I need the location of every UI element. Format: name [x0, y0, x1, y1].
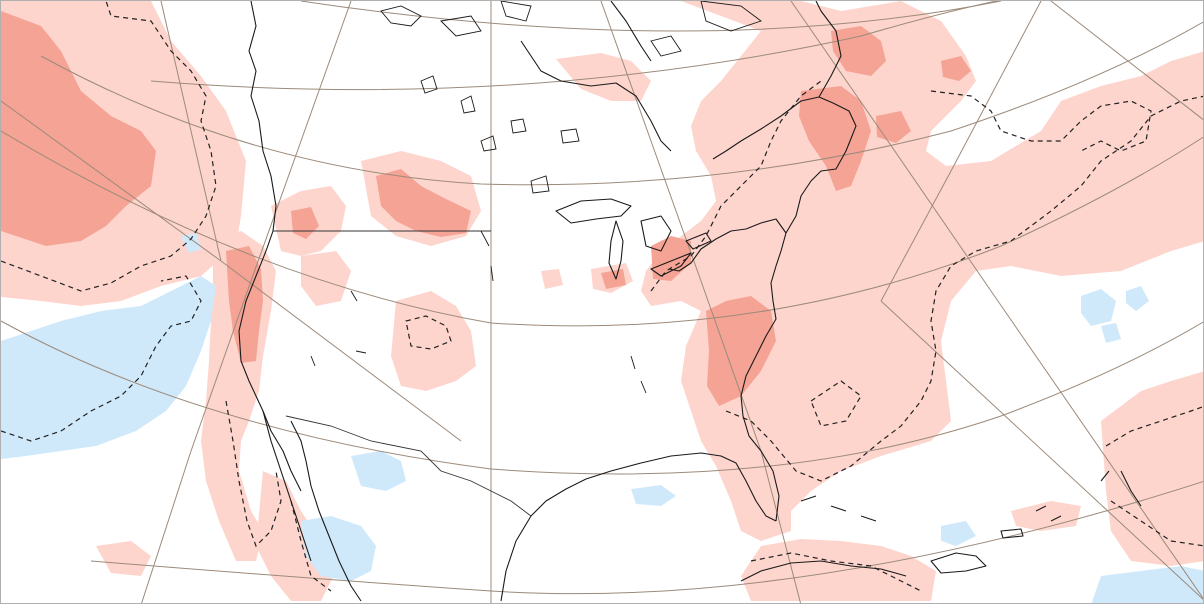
east-atlantic-warm [1101, 371, 1203, 566]
border-us-mexico [285, 415, 532, 517]
contour-atlantic-mid [810, 380, 862, 427]
latitude-line-2 [150, 1, 999, 91]
pacific-south-warm [96, 541, 151, 576]
coast-us-east [740, 232, 787, 417]
coast-us-west [238, 250, 302, 492]
coast-antilles [1035, 470, 1142, 522]
coast-northeast [668, 218, 787, 272]
east-coast-strong [706, 296, 776, 406]
coast-hispaniola [930, 552, 987, 574]
river-1 [480, 230, 490, 247]
atlantic-strong-small [941, 56, 971, 81]
inland-lake-1 [420, 75, 438, 94]
lake-erie [650, 252, 692, 277]
coast-gulf [500, 452, 777, 602]
contour-east-south [725, 95, 1203, 482]
reservoir-3 [310, 355, 316, 367]
coast-maritimes [785, 96, 857, 234]
longitude-line-2 [160, 1, 222, 262]
coast-baja [290, 420, 352, 587]
contour-pacific-south [1, 275, 202, 442]
lake-michigan [608, 220, 624, 280]
coast-hudson [520, 40, 672, 152]
coast-mexico-west [350, 585, 362, 602]
coast-florida [742, 415, 780, 522]
lake-small-strong [601, 269, 626, 289]
latitude-line-1 [300, 1, 1002, 32]
contour-east-atlantic-2 [1110, 500, 1203, 547]
inland-lake-6 [530, 175, 550, 194]
antilles-warm [1011, 501, 1081, 531]
pacific-cool-small [101, 346, 125, 367]
baja-cool [301, 516, 376, 581]
coast-bahamas [800, 495, 877, 522]
arctic-island-2 [440, 15, 482, 37]
arctic-island-3 [500, 1, 532, 22]
contour-east-atlantic [1105, 406, 1203, 447]
pacific-cool-region [1, 276, 216, 459]
atlantic-cool-3 [1101, 323, 1121, 343]
atlantic-cool-2 [1126, 286, 1149, 311]
lake-huron [640, 215, 672, 252]
coast-cuba [740, 560, 907, 582]
contour-atlantic-north [930, 90, 1152, 152]
maritimes-strong-2 [876, 111, 911, 143]
contour-caribbean [750, 552, 922, 592]
contour-plains [405, 315, 452, 350]
inland-lake-3 [510, 118, 527, 134]
lakes-small-warm-1 [541, 269, 563, 289]
coast-baja-west [262, 410, 312, 562]
lake-ontario [685, 232, 712, 250]
arctic-island-5 [650, 35, 682, 57]
coast-hudson-east [610, 1, 652, 62]
latitude-line-6 [90, 481, 1203, 595]
labrador-strong [831, 26, 886, 76]
longitude-line-8 [1050, 1, 1203, 121]
inland-lake-2 [460, 95, 476, 114]
longitude-line-3 [141, 1, 352, 603]
inland-lake-4 [480, 135, 497, 152]
california-strong [226, 246, 263, 363]
reservoir-2 [355, 350, 367, 354]
atlantic-warm-region [641, 1, 1203, 541]
shading-positive-strong [1, 11, 971, 406]
pacific-strong-core [1, 11, 156, 246]
maritimes-strong-1 [799, 86, 871, 191]
latitude-line-5 [1, 320, 1203, 475]
bc-coast-cool [181, 233, 201, 253]
arctic-island-4 [700, 1, 762, 32]
longitude-line-9 [880, 300, 1203, 600]
coast-bc [248, 1, 277, 252]
longitude-line-7 [880, 1, 1042, 302]
gulf-cool [631, 485, 676, 506]
contour-west-coast [225, 400, 282, 548]
political-borders [273, 230, 532, 517]
contour-east [650, 80, 822, 292]
coast-puerto-rico [1000, 528, 1024, 539]
lake-superior [555, 198, 632, 224]
plains-strong [376, 169, 471, 237]
reservoir-1 [350, 290, 358, 302]
coast-gulf-st-lawrence [712, 96, 820, 160]
inland-lake-5 [560, 128, 580, 144]
caribbean-warm [741, 539, 936, 601]
sonora-cool [351, 451, 406, 491]
atlantic-cool-1 [1081, 289, 1116, 326]
se-corner-cool [1091, 566, 1203, 603]
caribbean-cool [941, 521, 976, 546]
great-basin-warm [301, 251, 351, 306]
coastlines [238, 1, 1142, 602]
reservoir-4 [630, 355, 636, 370]
reservoir-5 [640, 380, 647, 394]
coast-labrador [815, 1, 842, 98]
latitude-line-4 [1, 130, 1203, 327]
dashed-contours [1, 1, 1203, 592]
contour-mexico [290, 500, 332, 592]
arctic-island-1 [380, 5, 422, 27]
river-2 [490, 265, 494, 282]
arctic-islands [310, 1, 762, 394]
shading-negative [1, 233, 1203, 603]
